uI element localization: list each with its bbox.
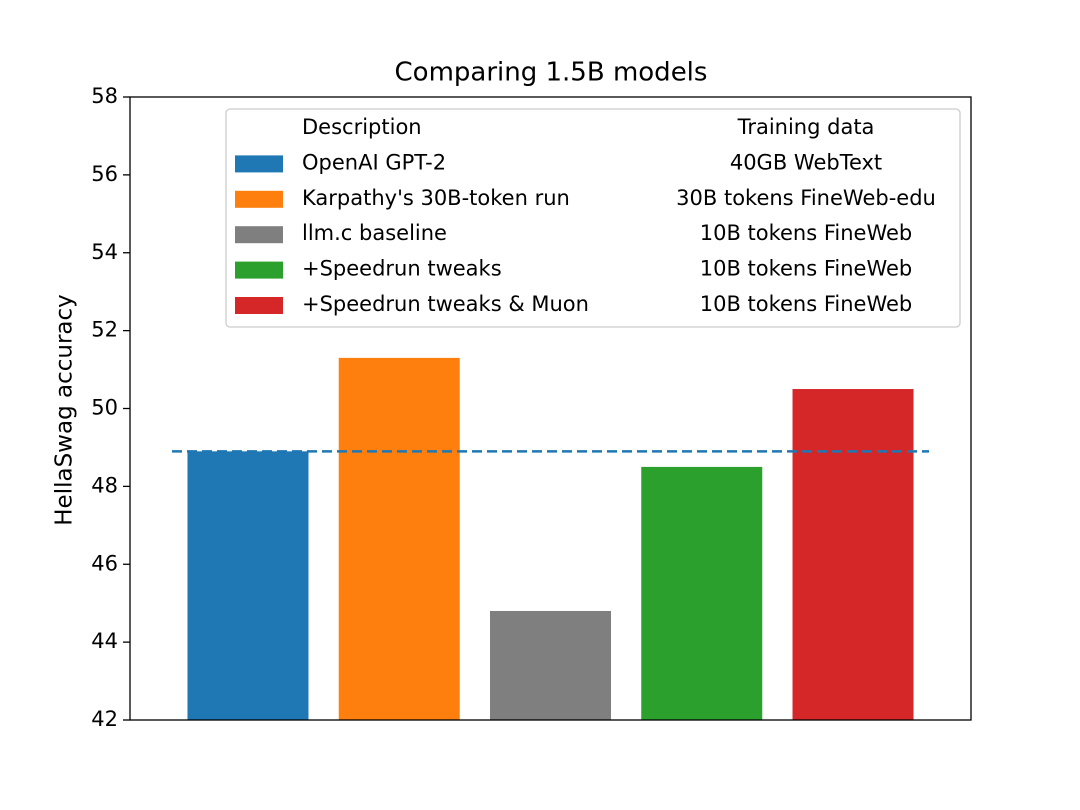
legend-label: llm.c baseline [302, 221, 447, 245]
legend-header: Description [302, 115, 422, 139]
bar [187, 451, 309, 720]
legend-training-data: 10B tokens FineWeb [700, 221, 913, 245]
legend-training-data: 40GB WebText [730, 150, 882, 174]
y-tick-label: 56 [91, 162, 118, 186]
legend-box [225, 108, 961, 328]
y-tick-label: 52 [91, 318, 118, 342]
bar [489, 610, 612, 720]
bar [641, 466, 763, 720]
y-tick-label: 46 [91, 551, 118, 575]
legend-swatch [235, 261, 283, 279]
legend-training-data: 30B tokens FineWeb-edu [676, 186, 936, 210]
y-tick-label: 48 [91, 473, 118, 497]
legend-label: +Speedrun tweaks [302, 257, 502, 281]
legend-label: Karpathy's 30B-token run [302, 186, 570, 210]
bar [338, 357, 460, 720]
chart-title: Comparing 1.5B models [395, 58, 708, 88]
y-tick-label: 42 [91, 707, 118, 731]
legend-training-data: 10B tokens FineWeb [700, 292, 913, 316]
y-tick-label: 58 [91, 84, 118, 108]
y-axis-label: HellaSwag accuracy [52, 294, 78, 526]
y-tick-label: 50 [91, 396, 118, 420]
legend-swatch [235, 155, 283, 173]
bar [792, 389, 914, 720]
legend-swatch [235, 297, 283, 314]
legend-label: OpenAI GPT-2 [302, 150, 446, 174]
legend-label: +Speedrun tweaks & Muon [302, 292, 589, 316]
y-tick-label: 44 [91, 629, 118, 653]
legend-swatch [235, 190, 283, 208]
y-tick-label: 54 [91, 240, 118, 264]
legend-training-data: 10B tokens FineWeb [700, 257, 913, 281]
legend-swatch [235, 226, 283, 244]
legend-header: Training data [737, 115, 875, 139]
